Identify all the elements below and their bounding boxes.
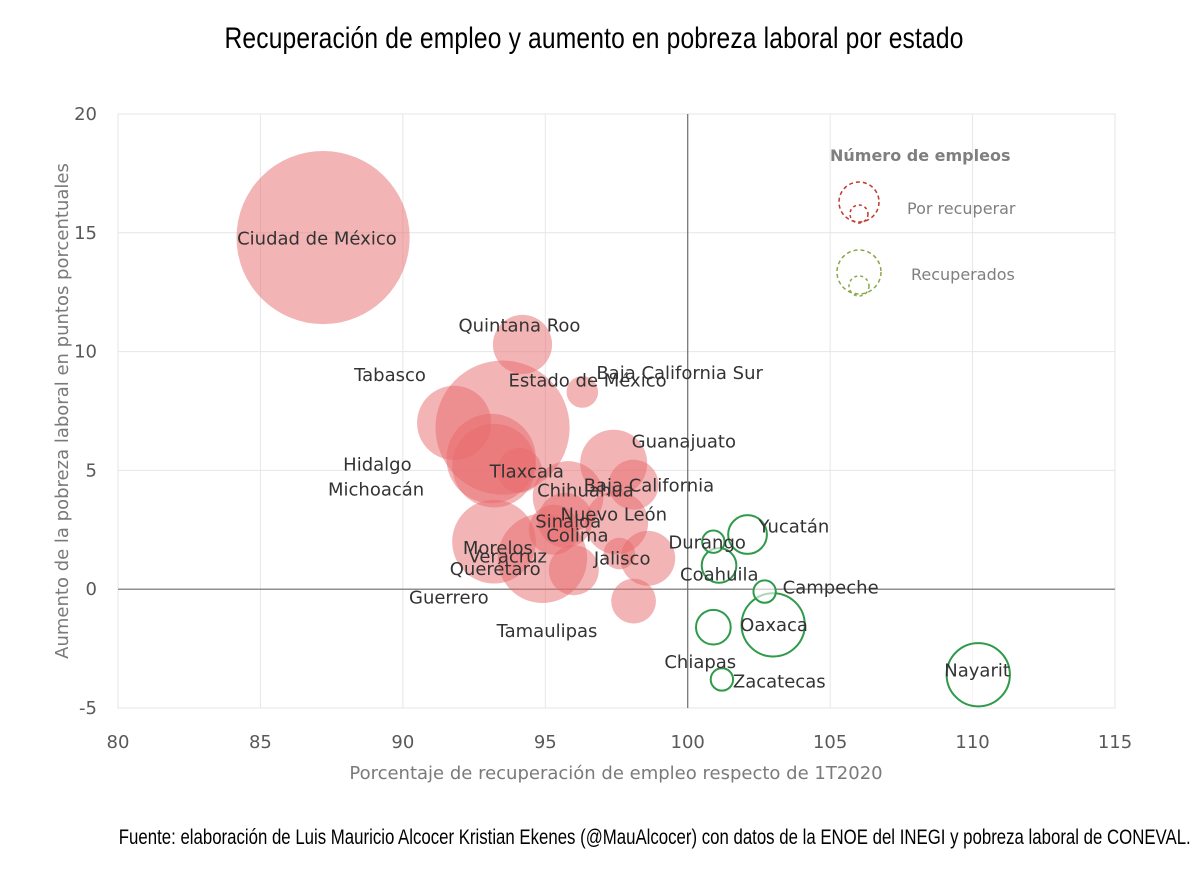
- label-coahuila: Coahuila: [680, 564, 758, 585]
- legend-red-outer-circle: [838, 181, 880, 223]
- label-chihuahua: Chihuahua: [537, 481, 634, 502]
- axis-ticks: 80 85 90 95 100 105 110 115 -5 0 5 10 15 20: [74, 104, 1132, 753]
- label-yucatan: Yucatán: [758, 517, 830, 538]
- legend: Número de empleos Por recuperar Recupera…: [830, 146, 1016, 297]
- bubble-nayarit: [945, 642, 1011, 708]
- label-nuevo-leon: Nuevo León: [561, 505, 668, 526]
- legend-green-outer-circle: [836, 249, 882, 295]
- legend-red-inner-circle: [849, 204, 869, 224]
- label-guanajuato: Guanajuato: [632, 431, 736, 452]
- legend-label-to-recover: Por recuperar: [907, 199, 1016, 218]
- y-tick-label: 15: [74, 223, 97, 244]
- label-sinaloa: Sinaloa: [535, 511, 601, 532]
- x-tick-label: 90: [391, 732, 414, 753]
- point-labels: Ciudad de México Quintana Roo Baja Califor…: [237, 229, 1010, 693]
- label-ciudad-de-mexico: Ciudad de México: [237, 229, 397, 250]
- label-chiapas: Chiapas: [664, 652, 736, 673]
- label-guerrero: Guerrero: [409, 588, 489, 609]
- bubble-colima: [603, 537, 636, 570]
- label-michoacan: Michoacán: [328, 480, 424, 501]
- bubble-morelos: [528, 504, 579, 555]
- label-hidalgo: Hidalgo: [343, 455, 411, 476]
- x-axis-title: Porcentaje de recuperación de empleo res…: [349, 763, 882, 784]
- bubble-tabasco: [417, 385, 492, 460]
- source-note: Fuente: elaboración de Luis Mauricio Alc…: [118, 826, 1191, 849]
- bubble-baja-california-sur: [566, 376, 599, 408]
- y-axis-title: Aumento de la pobreza laboral en puntos …: [52, 163, 73, 659]
- bubble-ciudad-de-mexico: [236, 150, 410, 325]
- bubble-durango: [701, 529, 726, 554]
- legend-label-recovered: Recuperados: [911, 265, 1015, 284]
- label-tabasco: Tabasco: [353, 365, 426, 386]
- legend-green-inner-circle: [848, 275, 870, 297]
- label-estado-de-mexico: Estado de México: [509, 371, 667, 392]
- bubble-quintana-roo: [492, 314, 553, 375]
- x-tick-label: 105: [813, 732, 847, 753]
- x-tick-label: 95: [534, 732, 557, 753]
- x-tick-label: 80: [107, 732, 130, 753]
- bubble-tlaxcala: [497, 448, 543, 493]
- label-baja-california-sur: Baja California Sur: [596, 363, 763, 384]
- label-jalisco: Jalisco: [593, 548, 651, 569]
- y-tick-label: 0: [86, 579, 97, 600]
- label-durango: Durango: [668, 533, 746, 554]
- label-veracruz: Veracruz: [468, 546, 547, 567]
- label-zacatecas: Zacatecas: [733, 671, 826, 692]
- label-campeche: Campeche: [783, 578, 879, 599]
- bubble-baja-california: [608, 459, 659, 510]
- label-oaxaca: Oaxaca: [740, 615, 808, 636]
- bubble-guerrero: [452, 499, 536, 584]
- y-tick-label: 5: [86, 460, 97, 481]
- bubble-chiapas: [695, 608, 732, 646]
- legend-title: Número de empleos: [830, 146, 1010, 165]
- bubble-yucatan: [727, 514, 768, 555]
- x-tick-label: 115: [1098, 732, 1132, 753]
- x-tick-label: 85: [249, 732, 272, 753]
- label-queretaro: Querétaro: [450, 559, 541, 580]
- label-tlaxcala: Tlaxcala: [489, 461, 564, 482]
- bubbles: [236, 150, 1011, 708]
- bubble-campeche: [752, 579, 777, 604]
- y-tick-label: 10: [74, 342, 97, 363]
- bubble-tamaulipas: [611, 578, 656, 624]
- x-tick-label: 110: [955, 732, 989, 753]
- bubble-jalisco: [620, 530, 676, 586]
- x-tick-label: 100: [671, 732, 705, 753]
- chart-title: Recuperación de empleo y aumento en pobr…: [224, 22, 964, 55]
- label-baja-california: Baja California: [584, 476, 715, 497]
- y-tick-label: 20: [74, 104, 97, 125]
- bubble-queretaro: [548, 545, 599, 596]
- y-tick-label: -5: [79, 698, 97, 719]
- label-quintana-roo: Quintana Roo: [458, 315, 580, 336]
- label-tamaulipas: Tamaulipas: [496, 621, 598, 642]
- label-morelos: Morelos: [463, 538, 533, 559]
- label-nayarit: Nayarit: [944, 661, 1010, 682]
- bubble-zacatecas: [709, 667, 735, 692]
- label-colima: Colima: [546, 526, 608, 547]
